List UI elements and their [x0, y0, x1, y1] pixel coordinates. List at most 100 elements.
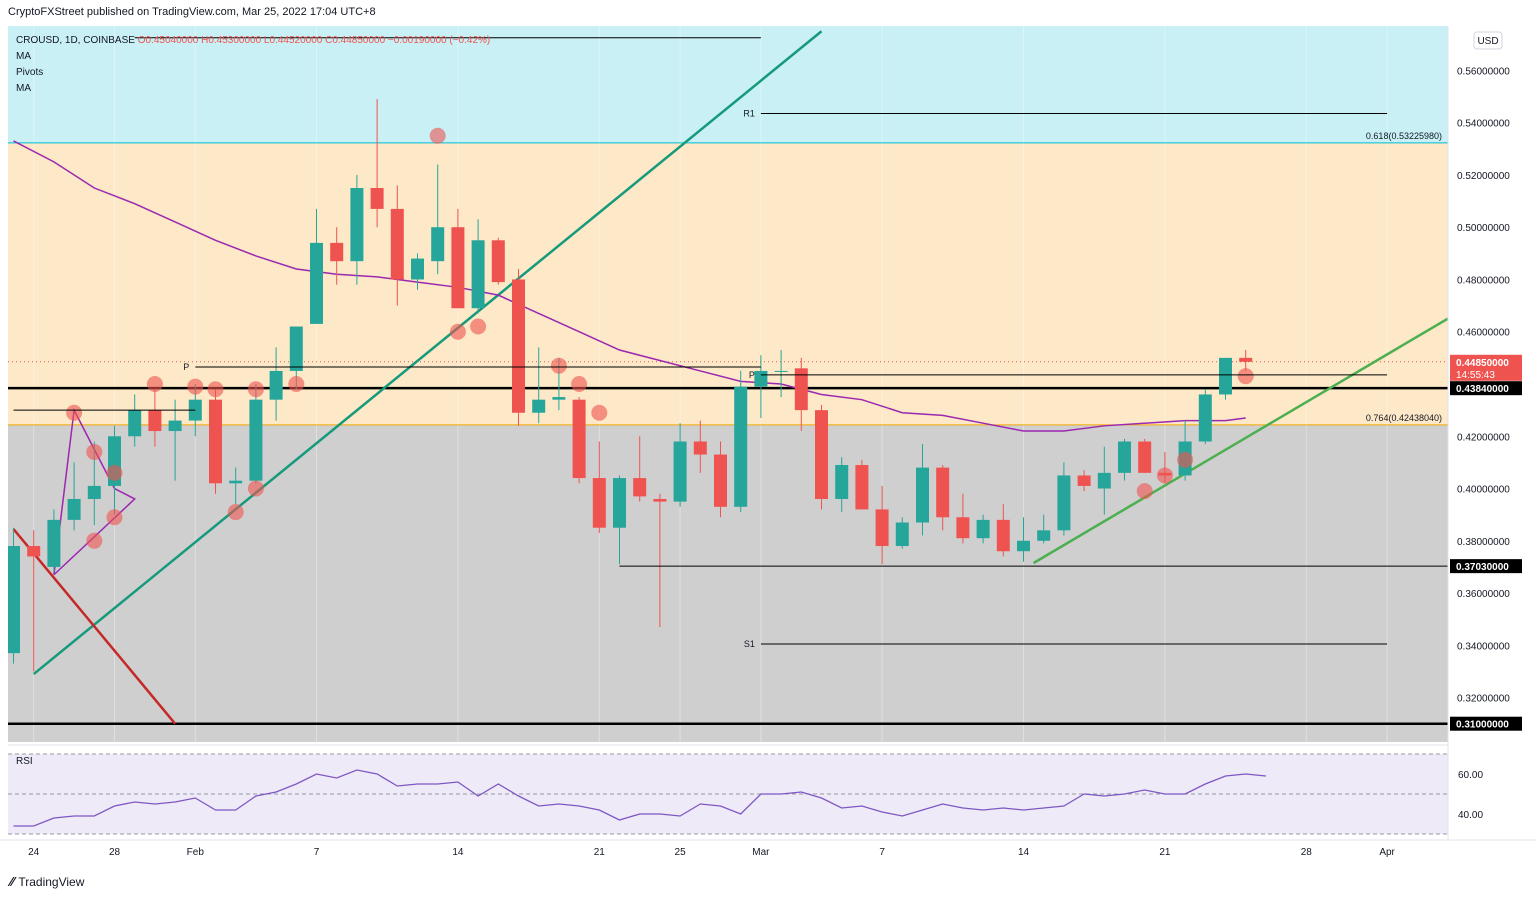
candle-body [532, 399, 546, 413]
y-tick-label: 0.54000000 [1457, 119, 1510, 130]
tradingview-logo-icon: ⁄⁄ [10, 874, 15, 889]
candle-body [936, 467, 950, 518]
candle-body [269, 370, 283, 400]
trendline [1032, 317, 1448, 565]
candle-body [956, 517, 970, 539]
pattern-marker [106, 509, 123, 526]
legend-ohlc: O0.45040000 H0.45300000 L0.44520000 C0.4… [137, 35, 491, 46]
price-badge [1450, 559, 1522, 574]
ma-line [13, 140, 1246, 432]
y-tick-label: 0.46000000 [1457, 328, 1510, 339]
candle-body [289, 326, 303, 371]
candle-body [1097, 472, 1111, 489]
y-tick-label: 0.38000000 [1457, 537, 1510, 548]
tradingview-footer[interactable]: ⁄⁄ TradingView [10, 874, 84, 889]
y-tick-label: 0.48000000 [1457, 275, 1510, 286]
candle-body [1138, 441, 1152, 473]
candle-body [67, 498, 81, 520]
candle-body [815, 410, 828, 499]
price-badge-label: 0.31000000 [1456, 720, 1509, 731]
candle-body [491, 240, 505, 283]
price-badge [1450, 716, 1522, 731]
zone-lower [8, 424, 1448, 742]
x-tick-label: 28 [109, 847, 121, 858]
y-tick-label: 0.42000000 [1457, 432, 1510, 443]
candle-body [774, 370, 788, 372]
legend-symbol[interactable]: CROUSD, 1D, COINBASE [16, 35, 135, 46]
candle-body [431, 227, 445, 262]
candle-body [128, 410, 142, 437]
pivot-level-label: P [749, 370, 755, 380]
grid [33, 26, 1388, 742]
pattern-marker [449, 323, 466, 340]
candle-body [734, 386, 748, 507]
pattern-marker [146, 376, 163, 392]
price-badge-label: 0.44850000 [1456, 358, 1509, 369]
price-zones [8, 26, 1448, 742]
trendline [32, 30, 823, 676]
brand-name: TradingView [18, 874, 85, 889]
candle-body [693, 441, 707, 455]
candle-body [552, 397, 566, 400]
candle-body [350, 188, 364, 262]
x-tick-label: 25 [675, 847, 687, 858]
pattern-marker [1177, 451, 1194, 468]
candle-body [794, 368, 808, 411]
pattern-marker [187, 378, 204, 395]
y-tick-label: 0.36000000 [1457, 589, 1510, 600]
pattern-marker [288, 376, 305, 392]
pattern-marker [1136, 483, 1153, 500]
trendline [12, 528, 177, 725]
y-tick-label: 0.52000000 [1457, 171, 1510, 182]
chart-legend: CROUSD, 1D, COINBASE O0.45040000 H0.4530… [16, 33, 490, 97]
candle-body [855, 465, 869, 510]
x-tick-label: 14 [452, 847, 464, 858]
candle-body [8, 546, 20, 654]
x-tick-label: 7 [879, 847, 885, 858]
currency-button[interactable]: USD [1473, 31, 1503, 50]
legend-indicator[interactable]: MA [16, 83, 31, 94]
candle-body [1198, 394, 1212, 442]
legend-indicator[interactable]: MA [16, 51, 31, 62]
x-tick-label: Feb [187, 847, 205, 858]
y-tick-label: 0.40000000 [1457, 485, 1510, 496]
candle-body [895, 522, 909, 547]
y-tick-label: 0.56000000 [1457, 66, 1510, 77]
y-tick-label: 0.32000000 [1457, 694, 1510, 705]
moving-average [13, 140, 1246, 432]
legend-indicator[interactable]: Pivots [16, 67, 44, 78]
price-badge-label: 0.43840000 [1456, 384, 1509, 395]
candle-body [390, 208, 404, 280]
candle-body [87, 485, 101, 499]
x-tick-label: 24 [28, 847, 40, 858]
candle-body [714, 454, 727, 507]
rsi-pane: RSI 60.00 40.00 [8, 744, 1483, 835]
candle-body [1077, 475, 1091, 486]
pattern-marker [207, 381, 224, 398]
candle-body [411, 258, 424, 280]
pattern-marker [247, 381, 264, 398]
candle-body [1219, 357, 1232, 395]
x-tick-label: Apr [1379, 847, 1395, 858]
y-tick-label: 0.50000000 [1457, 223, 1510, 234]
x-tick-label: 14 [1018, 847, 1030, 858]
candle-body [27, 546, 41, 557]
candle-body [633, 478, 647, 497]
markers [66, 127, 1254, 549]
candle-body [249, 399, 263, 481]
pattern-marker [470, 318, 487, 335]
pattern-marker [247, 480, 264, 497]
candle-body [1118, 441, 1131, 473]
price-badge-countdown: 14:55:43 [1456, 370, 1495, 381]
candle-body [653, 498, 667, 502]
currency-label: USD [1477, 36, 1498, 47]
drawing-lines [8, 30, 1448, 725]
pattern-marker [1237, 368, 1254, 385]
pattern-marker [571, 376, 588, 392]
time-axis: 24 28 Feb 7 14 21 25 Mar 7 14 21 28 Apr [0, 839, 1536, 858]
rsi-tick-label: 40.00 [1458, 810, 1483, 821]
candle-body [168, 420, 182, 432]
candle-body [572, 399, 586, 479]
